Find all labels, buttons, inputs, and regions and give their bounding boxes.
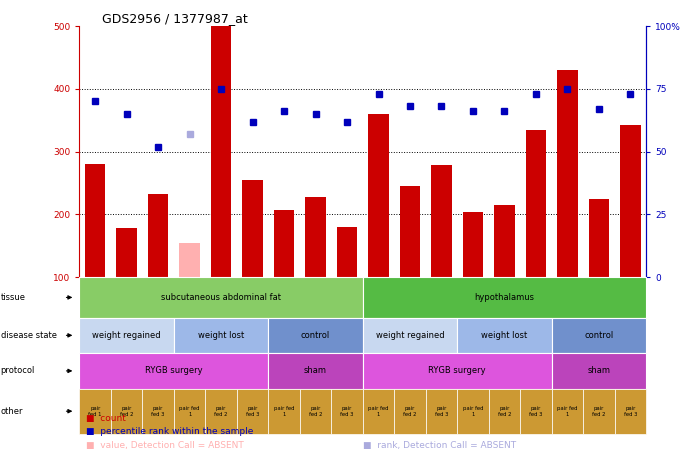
Bar (520, 389, 551, 434)
Text: ■  percentile rank within the sample: ■ percentile rank within the sample (86, 428, 254, 436)
Bar (395, 389, 426, 434)
Bar (117, 228, 137, 277)
Text: pair fed
1: pair fed 1 (274, 406, 294, 417)
Text: other: other (1, 407, 23, 416)
Bar (268, 389, 300, 434)
Bar (174, 318, 268, 353)
Text: pair
fed 1: pair fed 1 (88, 406, 102, 417)
Text: RYGB surgery: RYGB surgery (428, 366, 486, 375)
Text: hypothalamus: hypothalamus (475, 293, 534, 302)
Text: ■  count: ■ count (86, 414, 126, 423)
Bar (142, 389, 174, 434)
Text: pair fed
1: pair fed 1 (463, 406, 483, 417)
Bar (489, 389, 520, 434)
Bar (211, 26, 231, 277)
Text: pair
fed 3: pair fed 3 (529, 406, 542, 417)
Bar (551, 389, 583, 434)
Text: pair
fed 2: pair fed 2 (120, 406, 133, 417)
Bar (463, 212, 483, 277)
Bar (589, 199, 609, 277)
Text: control: control (585, 331, 614, 340)
Bar (337, 227, 357, 277)
Text: pair
fed 2: pair fed 2 (309, 406, 322, 417)
Text: weight lost: weight lost (198, 331, 244, 340)
Bar (526, 130, 546, 277)
Bar (79, 318, 174, 353)
Bar (494, 205, 515, 277)
Text: pair
fed 2: pair fed 2 (498, 406, 511, 417)
Bar (243, 180, 263, 277)
Text: pair
fed 3: pair fed 3 (624, 406, 637, 417)
Bar (363, 277, 646, 318)
Bar (620, 125, 641, 277)
Text: control: control (301, 331, 330, 340)
Text: RYGB surgery: RYGB surgery (145, 366, 202, 375)
Bar (551, 318, 646, 353)
Bar (426, 389, 457, 434)
Bar (557, 70, 578, 277)
Bar (268, 353, 363, 389)
Text: pair
fed 3: pair fed 3 (341, 406, 354, 417)
Bar (300, 389, 331, 434)
Bar (363, 353, 551, 389)
Bar (148, 194, 169, 277)
Bar (363, 389, 395, 434)
Bar (274, 210, 294, 277)
Text: ■  rank, Detection Call = ABSENT: ■ rank, Detection Call = ABSENT (363, 441, 516, 449)
Text: sham: sham (304, 366, 327, 375)
Bar (457, 389, 489, 434)
Text: pair
fed 2: pair fed 2 (214, 406, 228, 417)
Text: GDS2956 / 1377987_at: GDS2956 / 1377987_at (102, 12, 248, 25)
Text: pair
fed 3: pair fed 3 (246, 406, 259, 417)
Bar (180, 243, 200, 277)
Bar (79, 353, 268, 389)
Bar (79, 389, 111, 434)
Text: pair
fed 3: pair fed 3 (151, 406, 165, 417)
Text: pair
fed 3: pair fed 3 (435, 406, 448, 417)
Bar (268, 318, 363, 353)
Bar (368, 114, 389, 277)
Text: pair fed
1: pair fed 1 (557, 406, 578, 417)
Bar (614, 389, 646, 434)
Text: pair
fed 2: pair fed 2 (404, 406, 417, 417)
Text: pair
fed 2: pair fed 2 (592, 406, 605, 417)
Bar (551, 353, 646, 389)
Text: pair fed
1: pair fed 1 (368, 406, 389, 417)
Bar (174, 389, 205, 434)
Bar (331, 389, 363, 434)
Text: pair fed
1: pair fed 1 (180, 406, 200, 417)
Text: weight lost: weight lost (482, 331, 527, 340)
Text: ■  value, Detection Call = ABSENT: ■ value, Detection Call = ABSENT (86, 441, 244, 449)
Text: disease state: disease state (1, 331, 57, 340)
Bar (305, 197, 325, 277)
Text: tissue: tissue (1, 293, 26, 302)
Bar (79, 277, 363, 318)
Bar (457, 318, 551, 353)
Bar (85, 164, 106, 277)
Bar (583, 389, 614, 434)
Text: subcutaneous abdominal fat: subcutaneous abdominal fat (161, 293, 281, 302)
Bar (431, 165, 452, 277)
Bar (363, 318, 457, 353)
Text: weight regained: weight regained (93, 331, 161, 340)
Bar (205, 389, 237, 434)
Text: weight regained: weight regained (376, 331, 444, 340)
Bar (400, 186, 420, 277)
Text: protocol: protocol (1, 366, 35, 375)
Text: sham: sham (587, 366, 610, 375)
Bar (237, 389, 268, 434)
Bar (111, 389, 142, 434)
